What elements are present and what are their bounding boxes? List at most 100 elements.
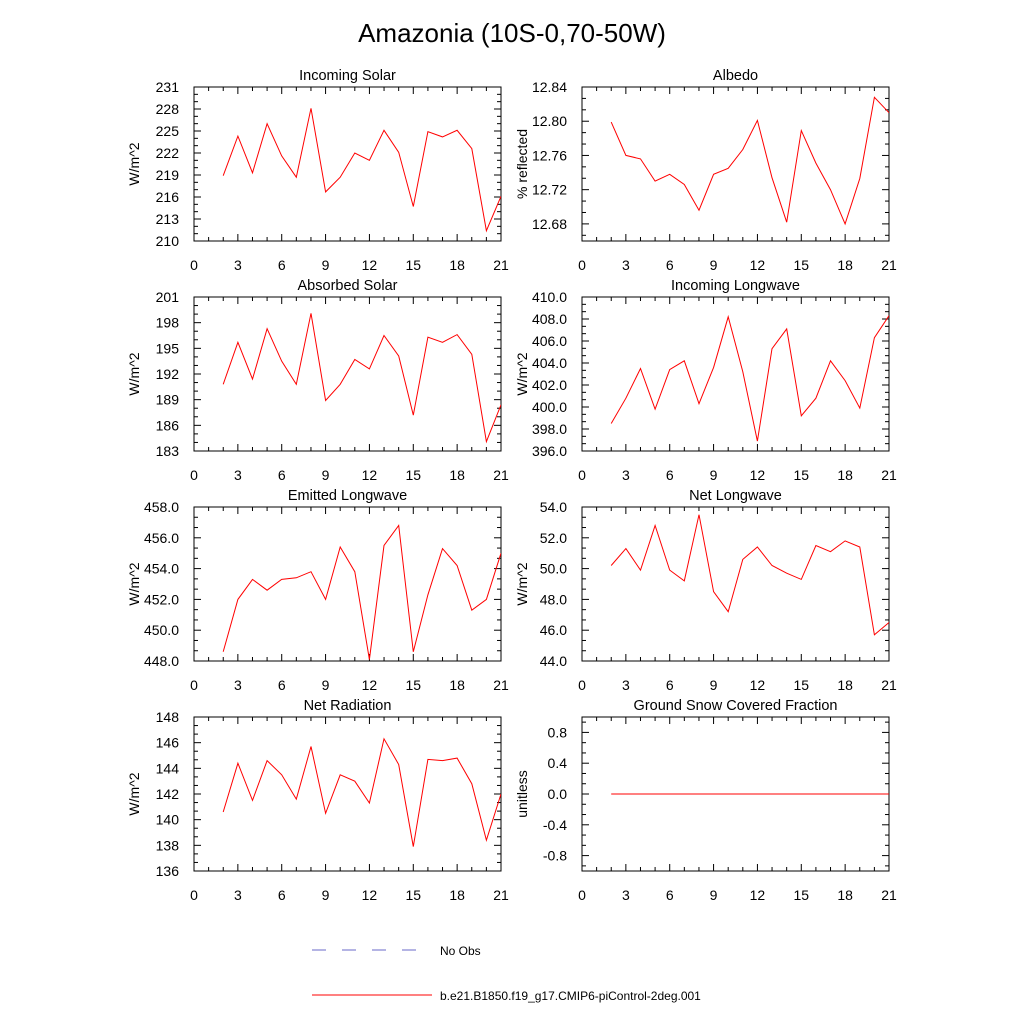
- panel-net-radiation: Net Radiation W/m^2 0 3 6 9 12 15 18 21 136 138 140 1…: [126, 698, 509, 903]
- incoming-solar-xtick-label: 12: [362, 257, 378, 273]
- net-radiation-xtick-label: 21: [493, 887, 509, 903]
- absorbed-solar-ytick-label: 186: [156, 417, 180, 433]
- albedo-ytick-label: 12.72: [532, 182, 567, 198]
- ground-snow-covered-fraction-ytick-label: 0.4: [548, 755, 568, 771]
- emitted-longwave-ylabel: W/m^2: [126, 562, 142, 605]
- panel-incoming-solar: Incoming Solar W/m^2 0 3 6 9 12 15 18 21 210 213 216…: [126, 68, 509, 273]
- ground-snow-covered-fraction-title: Ground Snow Covered Fraction: [634, 698, 838, 714]
- incoming-longwave-frame: [581, 296, 890, 452]
- incoming-solar-ylabel: W/m^2: [126, 142, 142, 185]
- emitted-longwave-xtick-label: 18: [449, 677, 465, 693]
- net-longwave-series-line: [610, 514, 889, 636]
- albedo-xtick-label: 3: [622, 257, 630, 273]
- albedo-ylabel: % reflected: [514, 129, 530, 199]
- net-radiation-ytick-label: 142: [156, 786, 180, 802]
- incoming-solar-ytick-label: 216: [156, 189, 180, 205]
- ground-snow-covered-fraction-ylabel: unitless: [514, 770, 530, 817]
- absorbed-solar-ytick-label: 183: [156, 443, 180, 459]
- net-longwave-title: Net Longwave: [689, 488, 782, 504]
- net-radiation-ytick-label: 136: [156, 863, 180, 879]
- incoming-longwave-xtick-label: 18: [837, 467, 853, 483]
- absorbed-solar-series-line: [222, 313, 501, 444]
- incoming-longwave-ytick-label: 398.0: [532, 421, 567, 437]
- incoming-solar-xtick-label: 18: [449, 257, 465, 273]
- absorbed-solar-xtick-label: 0: [190, 467, 198, 483]
- panel-net-longwave: Net Longwave W/m^2 0 3 6 9 12 15 18 21 44.0 46.0 48.…: [514, 488, 897, 693]
- albedo-title: Albedo: [713, 68, 758, 84]
- panel-absorbed-solar: Absorbed Solar W/m^2 0 3 6 9 12 15 18 21 183 186 189…: [126, 278, 509, 483]
- emitted-longwave-frame: [193, 506, 502, 662]
- net-longwave-xtick-label: 6: [666, 677, 674, 693]
- incoming-solar-xtick-label: 15: [405, 257, 421, 273]
- incoming-solar-ytick-label: 210: [156, 233, 180, 249]
- emitted-longwave-ytick-label: 448.0: [144, 653, 179, 669]
- absorbed-solar-ytick-label: 201: [156, 289, 180, 305]
- albedo-xtick-label: 9: [710, 257, 718, 273]
- incoming-longwave-ytick-label: 402.0: [532, 377, 567, 393]
- incoming-solar-xtick-label: 3: [234, 257, 242, 273]
- net-radiation-frame: [193, 716, 502, 872]
- emitted-longwave-ytick-label: 450.0: [144, 622, 179, 638]
- emitted-longwave-xtick-label: 9: [322, 677, 330, 693]
- net-longwave-frame: [581, 506, 890, 662]
- ground-snow-covered-fraction-xtick-label: 15: [793, 887, 809, 903]
- emitted-longwave-xtick-label: 12: [362, 677, 378, 693]
- main-title: Amazonia (10S-0,70-50W): [358, 18, 666, 48]
- panel-emitted-longwave: Emitted Longwave W/m^2 0 3 6 9 12 15 18 21 448.0 45…: [126, 488, 509, 693]
- ground-snow-covered-fraction-ytick-label: -0.8: [543, 848, 567, 864]
- albedo-ytick-label: 12.68: [532, 216, 567, 232]
- ground-snow-covered-fraction-xtick-label: 21: [881, 887, 897, 903]
- albedo-xtick-label: 18: [837, 257, 853, 273]
- incoming-longwave-ytick-label: 408.0: [532, 311, 567, 327]
- ground-snow-covered-fraction-ytick-label: 0.0: [548, 786, 568, 802]
- net-longwave-ytick-label: 48.0: [540, 591, 567, 607]
- albedo-series-line: [610, 96, 889, 226]
- emitted-longwave-ytick-label: 456.0: [144, 530, 179, 546]
- net-longwave-xtick-label: 12: [750, 677, 766, 693]
- incoming-longwave-xtick-label: 6: [666, 467, 674, 483]
- net-longwave-ytick-label: 46.0: [540, 622, 567, 638]
- albedo-xtick-label: 6: [666, 257, 674, 273]
- albedo-frame: [581, 86, 890, 242]
- absorbed-solar-ytick-label: 189: [156, 392, 180, 408]
- albedo-xtick-label: 15: [793, 257, 809, 273]
- incoming-solar-title: Incoming Solar: [299, 68, 396, 84]
- albedo-xtick-label: 12: [750, 257, 766, 273]
- absorbed-solar-xtick-label: 3: [234, 467, 242, 483]
- net-radiation-xtick-label: 9: [322, 887, 330, 903]
- emitted-longwave-title: Emitted Longwave: [288, 488, 407, 504]
- emitted-longwave-xtick-label: 6: [278, 677, 286, 693]
- incoming-solar-ytick-label: 222: [156, 145, 180, 161]
- albedo-ytick-label: 12.80: [532, 113, 567, 129]
- emitted-longwave-ytick-label: 458.0: [144, 499, 179, 515]
- incoming-longwave-ytick-label: 404.0: [532, 355, 567, 371]
- incoming-solar-ytick-label: 219: [156, 167, 180, 183]
- net-radiation-ytick-label: 138: [156, 837, 180, 853]
- incoming-longwave-title: Incoming Longwave: [671, 278, 800, 294]
- net-radiation-xtick-label: 6: [278, 887, 286, 903]
- net-longwave-xtick-label: 18: [837, 677, 853, 693]
- incoming-solar-ytick-label: 231: [156, 79, 180, 95]
- ground-snow-covered-fraction-xtick-label: 0: [578, 887, 586, 903]
- incoming-longwave-xtick-label: 15: [793, 467, 809, 483]
- net-radiation-ytick-label: 146: [156, 735, 180, 751]
- incoming-solar-ytick-label: 228: [156, 101, 180, 117]
- ground-snow-covered-fraction-xtick-label: 18: [837, 887, 853, 903]
- net-radiation-ylabel: W/m^2: [126, 772, 142, 815]
- albedo-xtick-label: 21: [881, 257, 897, 273]
- absorbed-solar-ylabel: W/m^2: [126, 352, 142, 395]
- incoming-solar-xtick-label: 9: [322, 257, 330, 273]
- net-longwave-ylabel: W/m^2: [514, 562, 530, 605]
- absorbed-solar-xtick-label: 6: [278, 467, 286, 483]
- net-longwave-ytick-label: 44.0: [540, 653, 567, 669]
- absorbed-solar-xtick-label: 18: [449, 467, 465, 483]
- albedo-xtick-label: 0: [578, 257, 586, 273]
- absorbed-solar-ytick-label: 198: [156, 315, 180, 331]
- net-radiation-xtick-label: 18: [449, 887, 465, 903]
- albedo-ytick-label: 12.84: [532, 79, 567, 95]
- net-longwave-xtick-label: 21: [881, 677, 897, 693]
- net-longwave-xtick-label: 15: [793, 677, 809, 693]
- incoming-longwave-ytick-label: 406.0: [532, 333, 567, 349]
- net-longwave-ytick-label: 52.0: [540, 530, 567, 546]
- emitted-longwave-series-line: [222, 524, 501, 660]
